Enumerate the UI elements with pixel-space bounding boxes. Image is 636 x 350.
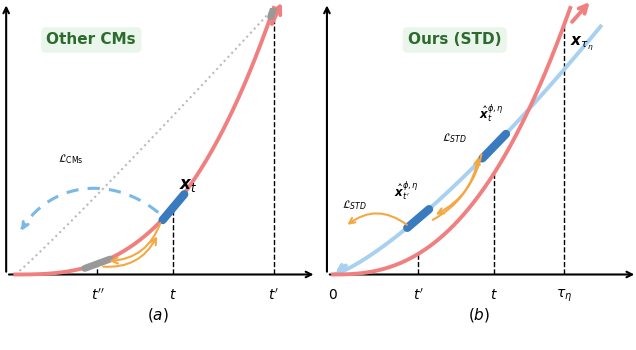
Text: $t'$: $t'$ [268, 288, 279, 303]
Text: $\boldsymbol{x}_{\tau_\eta}$: $\boldsymbol{x}_{\tau_\eta}$ [570, 35, 594, 54]
FancyArrowPatch shape [103, 238, 156, 267]
Text: $\mathcal{L}_{STD}$: $\mathcal{L}_{STD}$ [342, 198, 367, 212]
FancyArrowPatch shape [349, 214, 407, 225]
FancyArrowPatch shape [432, 159, 480, 220]
Text: Other CMs: Other CMs [46, 33, 136, 48]
Text: $\tau_{\eta}$: $\tau_{\eta}$ [556, 288, 572, 304]
Text: $\hat{\boldsymbol{x}}_t^{\phi,\eta}$: $\hat{\boldsymbol{x}}_t^{\phi,\eta}$ [479, 103, 504, 125]
Text: $0$: $0$ [328, 288, 338, 302]
Text: $\mathcal{L}_{\mathrm{CMs}}$: $\mathcal{L}_{\mathrm{CMs}}$ [58, 153, 83, 166]
Text: $(a)$: $(a)$ [148, 307, 169, 324]
FancyArrowPatch shape [438, 154, 481, 214]
FancyArrowPatch shape [111, 223, 160, 264]
Text: $t$: $t$ [169, 288, 177, 302]
Text: $t''$: $t''$ [90, 288, 104, 303]
Text: $\boldsymbol{x}_t$: $\boldsymbol{x}_t$ [179, 176, 198, 194]
Text: $t'$: $t'$ [413, 288, 424, 303]
Text: $(b)$: $(b)$ [468, 307, 490, 324]
Text: $t$: $t$ [490, 288, 498, 302]
Text: $\mathcal{L}_{STD}$: $\mathcal{L}_{STD}$ [443, 131, 467, 145]
Text: Ours (STD): Ours (STD) [408, 33, 501, 48]
Text: $\hat{\boldsymbol{x}}_{t^{\prime}}^{\phi,\eta}$: $\hat{\boldsymbol{x}}_{t^{\prime}}^{\phi… [394, 180, 418, 203]
